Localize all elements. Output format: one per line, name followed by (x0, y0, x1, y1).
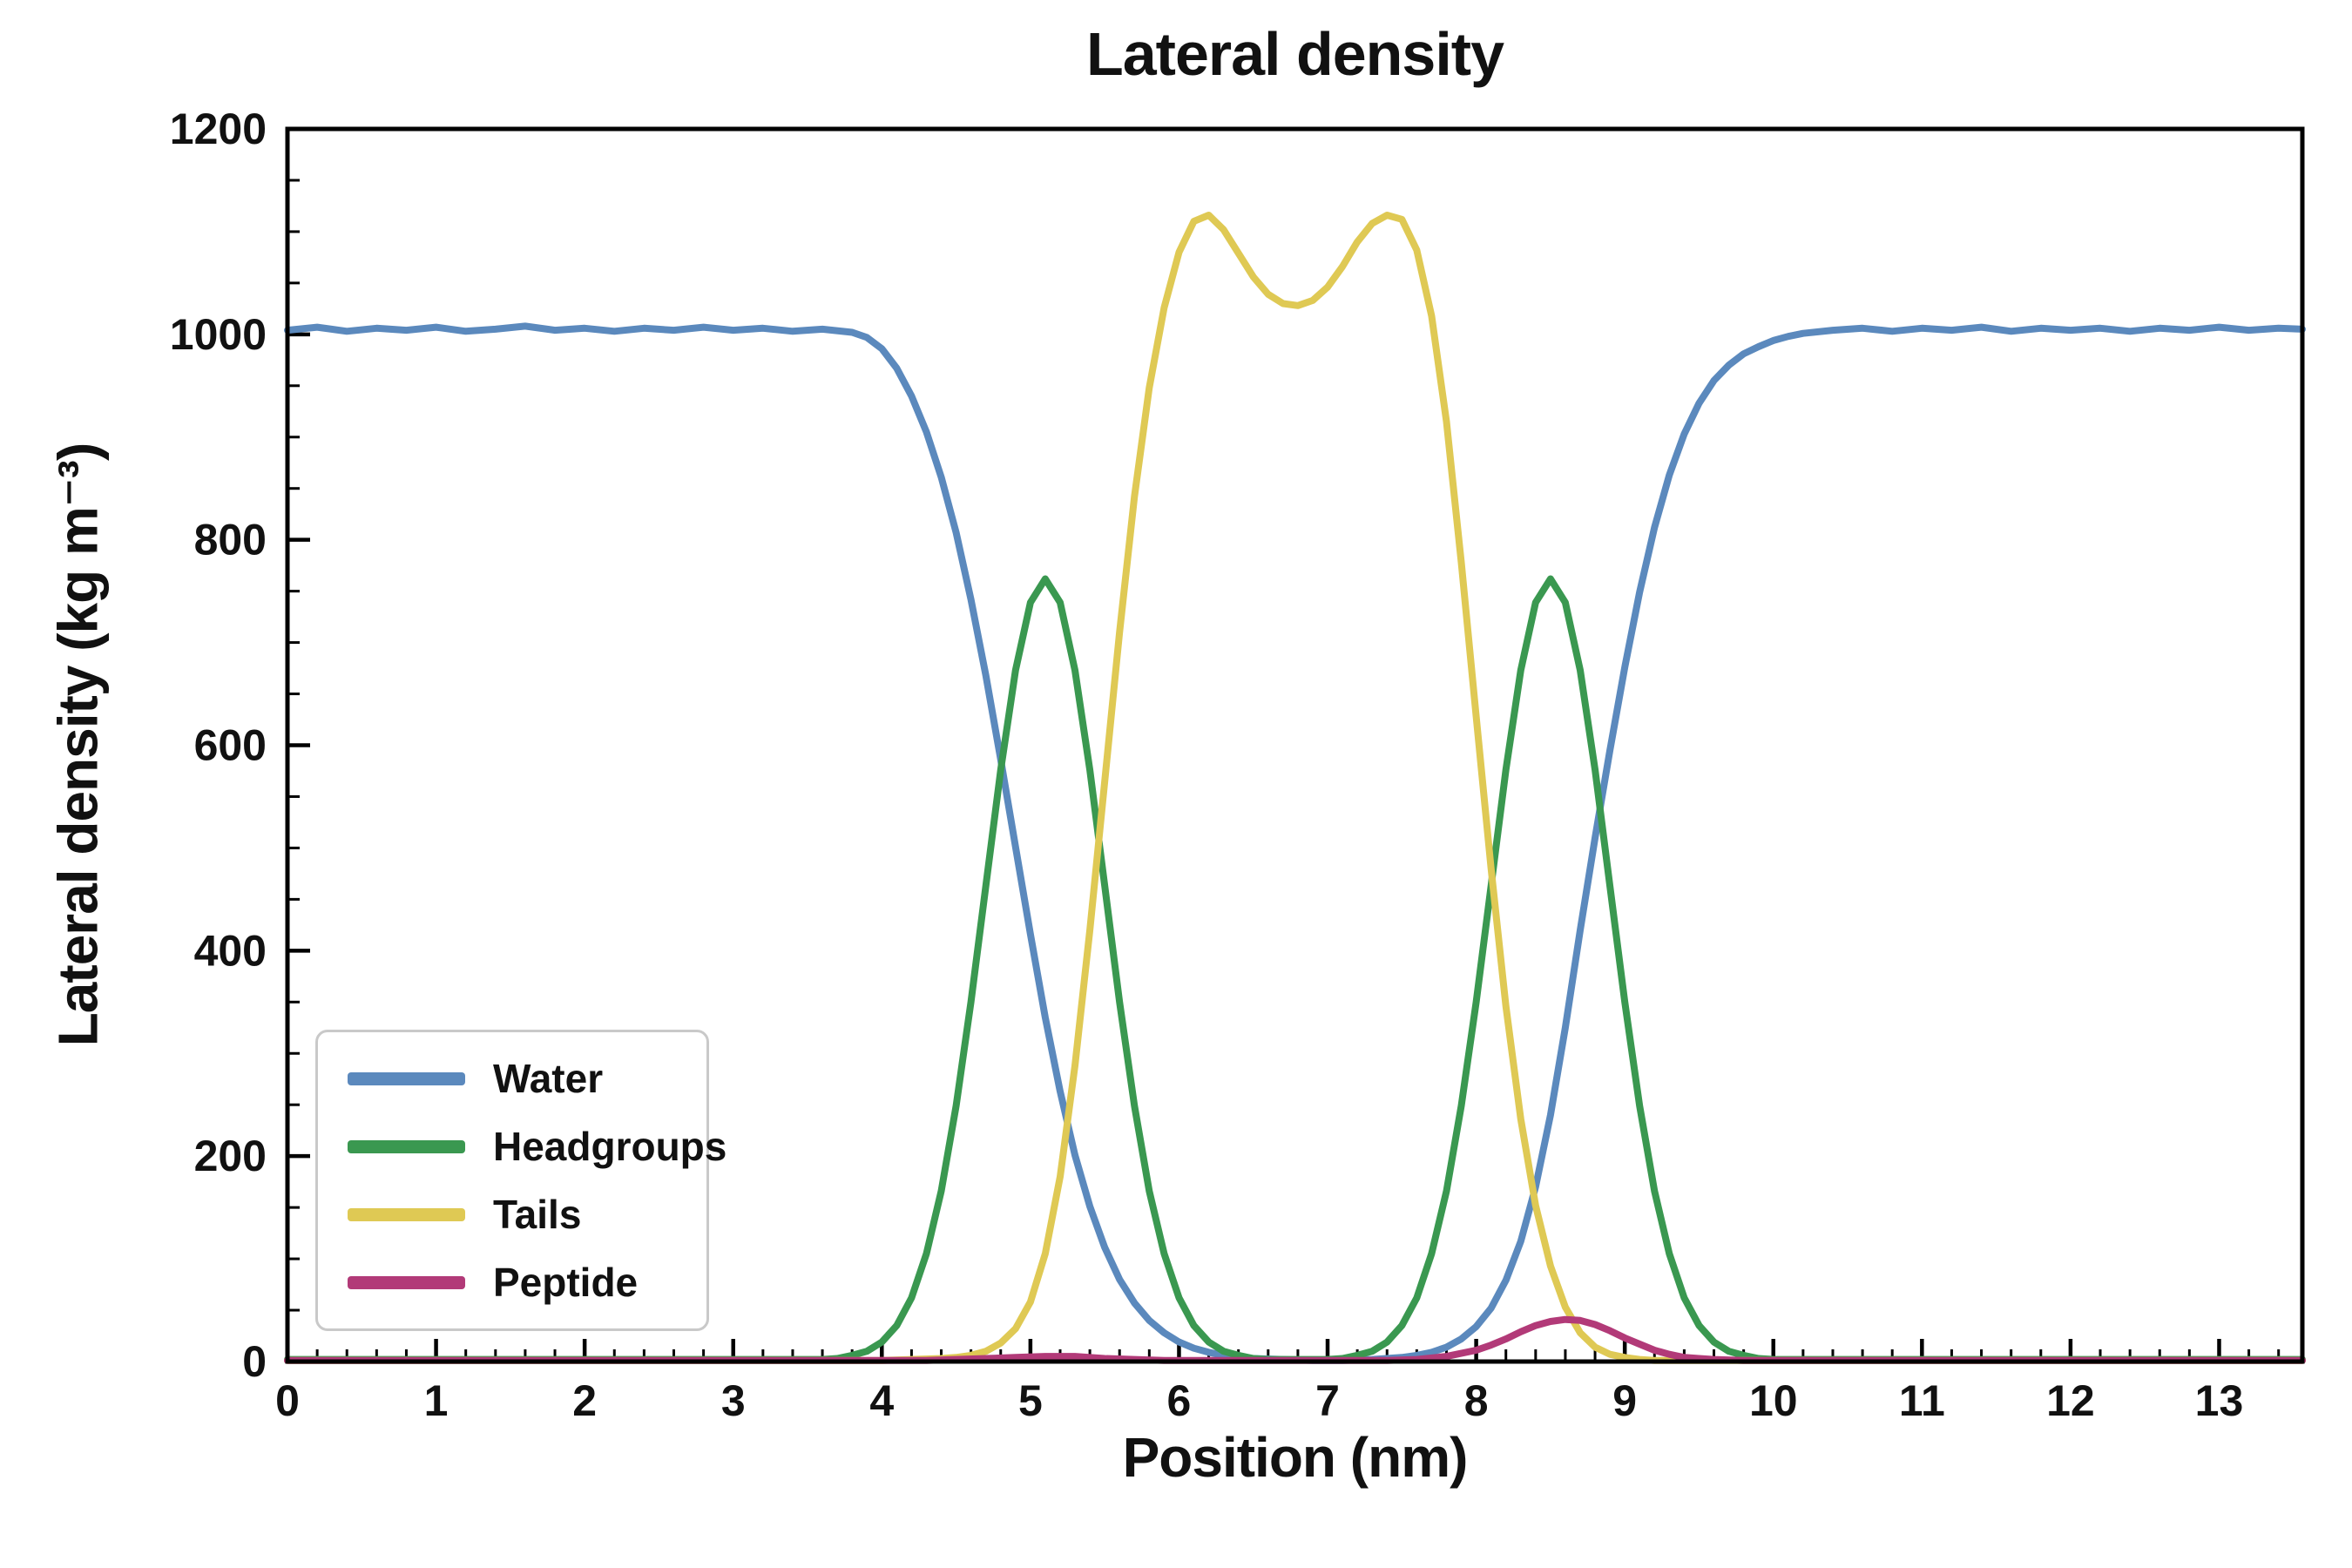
legend-label: Tails (493, 1192, 582, 1237)
x-tick-label: 3 (721, 1376, 746, 1425)
legend-swatch-water (348, 1071, 465, 1085)
x-tick-label: 9 (1612, 1376, 1637, 1425)
x-tick-label: 4 (869, 1376, 894, 1425)
x-tick-label: 7 (1315, 1376, 1340, 1425)
y-tick-label: 0 (242, 1337, 267, 1386)
legend: Water Headgroups Tails Peptide (315, 1030, 727, 1331)
series-line-tails (284, 212, 2306, 1364)
x-tick-label: 0 (275, 1376, 300, 1425)
y-tick-label: 1000 (170, 310, 267, 359)
y-tick-label: 800 (194, 516, 267, 564)
legend-item-tails: Tails (348, 1194, 677, 1234)
x-tick-label: 1 (424, 1376, 449, 1425)
y-tick-label: 600 (194, 721, 267, 770)
x-tick-label: 8 (1464, 1376, 1489, 1425)
y-tick-label: 400 (194, 926, 267, 975)
x-axis-label: Position (nm) (1122, 1426, 1469, 1489)
legend-item-headgroups: Headgroups (348, 1126, 727, 1166)
legend-swatch-headgroups (348, 1139, 465, 1153)
x-tick-label: 6 (1167, 1376, 1192, 1425)
x-tick-label: 2 (572, 1376, 597, 1425)
x-tick-label: 13 (2195, 1376, 2244, 1425)
legend-item-water: Water (348, 1058, 677, 1098)
chart-title: Lateral density (1085, 20, 1504, 88)
plot-frame (285, 126, 2305, 1364)
legend-label: Peptide (493, 1260, 639, 1305)
x-tick-label: 10 (1749, 1376, 1798, 1425)
x-tick-label: 5 (1018, 1376, 1043, 1425)
legend-label: Headgroups (493, 1124, 727, 1169)
legend-item-peptide: Peptide (348, 1262, 677, 1302)
series-line-peptide (284, 1315, 2306, 1364)
legend-swatch-tails (348, 1207, 465, 1221)
legend-swatch-peptide (348, 1275, 465, 1289)
y-tick-label: 1200 (170, 105, 267, 153)
y-tick-label: 200 (194, 1132, 267, 1180)
legend-label: Water (493, 1056, 604, 1101)
x-tick-label: 11 (1899, 1376, 1945, 1425)
x-tick-label: 12 (2046, 1376, 2095, 1425)
